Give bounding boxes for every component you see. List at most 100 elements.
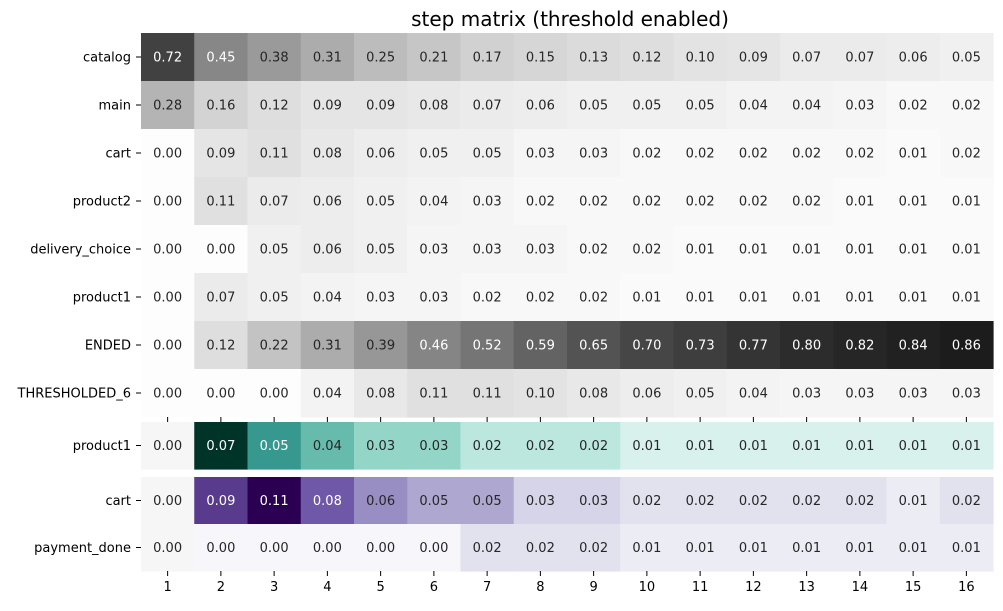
heatmap-cell (460, 129, 515, 178)
cell-value-label: 0.86 (952, 339, 981, 354)
cell-value-label: 0.02 (686, 494, 715, 509)
heatmap-cell (567, 524, 621, 572)
cell-value-label: 0.05 (473, 494, 502, 509)
heatmap-cell (354, 273, 408, 322)
heatmap-cell (620, 225, 675, 274)
cell-value-label: 0.02 (526, 541, 555, 556)
x-tick-label: 8 (536, 580, 544, 595)
cell-value-label: 0.02 (473, 541, 502, 556)
y-tick-label: cart (105, 147, 131, 162)
cell-value-label: 0.03 (952, 387, 981, 402)
heatmap-cell (620, 177, 675, 226)
cell-value-label: 0.05 (260, 243, 289, 258)
cell-value-label: 0.00 (153, 243, 182, 258)
heatmap-cell (620, 273, 675, 322)
cell-value-label: 0.84 (899, 339, 928, 354)
heatmap-cell (407, 524, 462, 572)
heatmap-cell (407, 177, 462, 226)
cell-value-label: 0.01 (792, 291, 821, 306)
heatmap-cell (247, 422, 302, 470)
cell-value-label: 0.00 (153, 387, 182, 402)
heatmap-cell (460, 33, 515, 82)
heatmap-panel: 0.72 0.45 0.38 0.31 0.25 0.21 0.17 0.15 0.13 0.12… (17, 33, 994, 418)
heatmap-cell (407, 129, 462, 178)
heatmap-cell (513, 129, 568, 178)
cell-value-label: 0.05 (366, 195, 395, 210)
heatmap-cell (567, 477, 621, 525)
heatmap-cell (886, 477, 941, 525)
heatmap-cell (354, 321, 408, 370)
heatmap-cell (141, 177, 195, 226)
heatmap-cell (886, 129, 941, 178)
heatmap-cell (141, 129, 195, 178)
cell-value-label: 0.00 (153, 291, 182, 306)
cell-value-label: 0.12 (260, 99, 289, 114)
cell-value-label: 0.02 (792, 494, 821, 509)
heatmap-cell (141, 369, 195, 418)
heatmap-cell (886, 524, 941, 572)
heatmap-cell (460, 81, 515, 130)
heatmap-cell (354, 81, 408, 130)
cell-value-label: 0.02 (632, 147, 661, 162)
cell-value-label: 0.12 (206, 339, 235, 354)
heatmap-cell (726, 81, 781, 130)
heatmap-cell (247, 273, 302, 322)
heatmap-cell (513, 177, 568, 226)
cell-value-label: 0.04 (313, 439, 342, 454)
cell-value-label: 0.02 (686, 147, 715, 162)
heatmap-cell (833, 81, 888, 130)
cell-value-label: 0.01 (845, 291, 874, 306)
cell-value-label: 0.04 (739, 99, 768, 114)
heatmap-cell (513, 273, 568, 322)
cell-value-label: 0.03 (419, 291, 448, 306)
cell-value-label: 0.08 (313, 494, 342, 509)
cell-value-label: 0.12 (632, 51, 661, 66)
cell-value-label: 0.01 (845, 439, 874, 454)
heatmap-cell (620, 129, 675, 178)
heatmap-cell (567, 422, 621, 470)
heatmap-cell (194, 422, 249, 470)
cell-value-label: 0.02 (952, 494, 981, 509)
heatmap-cell (939, 524, 994, 572)
cell-value-label: 0.03 (473, 195, 502, 210)
heatmap-cell (833, 369, 888, 418)
cell-value-label: 0.02 (579, 291, 608, 306)
cell-value-label: 0.02 (526, 439, 555, 454)
cell-value-label: 0.02 (792, 147, 821, 162)
cell-value-label: 0.01 (899, 439, 928, 454)
heatmap-cell (247, 369, 302, 418)
heatmap-cell (673, 273, 728, 322)
cell-value-label: 0.03 (419, 439, 448, 454)
cell-value-label: 0.01 (739, 439, 768, 454)
cell-value-label: 0.25 (366, 51, 395, 66)
heatmap-cell (194, 524, 249, 572)
heatmap-cell (780, 321, 834, 370)
cell-value-label: 0.07 (792, 51, 821, 66)
heatmap-cell (939, 129, 994, 178)
heatmap-cell (780, 81, 834, 130)
cell-value-label: 0.31 (313, 339, 342, 354)
cell-value-label: 0.02 (632, 494, 661, 509)
cell-value-label: 0.00 (419, 541, 448, 556)
heatmap-cell (620, 477, 675, 525)
heatmap-cell (141, 81, 195, 130)
heatmap-cell (300, 524, 355, 572)
heatmap-cell (726, 321, 781, 370)
heatmap-cell (726, 273, 781, 322)
cell-value-label: 0.06 (899, 51, 928, 66)
cell-value-label: 0.02 (579, 541, 608, 556)
cell-value-label: 0.01 (739, 541, 768, 556)
cell-value-label: 0.05 (632, 99, 661, 114)
heatmap-cell (939, 321, 994, 370)
heatmap-cell (354, 225, 408, 274)
heatmap-cell (247, 177, 302, 226)
cell-value-label: 0.03 (792, 387, 821, 402)
cell-value-label: 0.17 (473, 51, 502, 66)
heatmap-cell (939, 422, 994, 470)
cell-value-label: 0.01 (899, 541, 928, 556)
cell-value-label: 0.10 (686, 51, 715, 66)
heatmap-cell (354, 33, 408, 82)
heatmap-cell (833, 321, 888, 370)
heatmap-cell (460, 177, 515, 226)
